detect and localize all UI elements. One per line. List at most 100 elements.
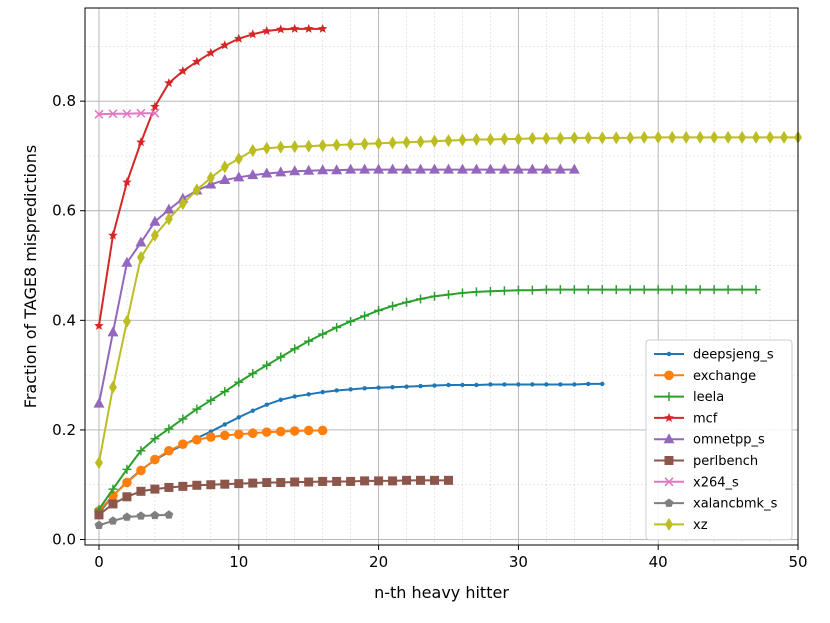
y-axis-label: Fraction of TAGE8 mispredictions: [21, 145, 40, 408]
data-point-xz: [640, 130, 649, 144]
data-point-perlbench: [164, 482, 174, 492]
legend-label: xz: [693, 518, 708, 533]
data-point-xz: [668, 130, 677, 144]
data-point-xz: [150, 228, 159, 242]
data-point-omnetpp_s: [135, 236, 147, 247]
data-point-leela: [513, 285, 523, 295]
data-point-deepsjeng_s: [292, 394, 297, 399]
data-point-leela: [485, 286, 495, 296]
data-point-deepsjeng_s: [306, 392, 311, 397]
data-point-x264_s-b: [136, 108, 146, 118]
data-point-leela: [443, 290, 453, 300]
data-point-xalancbmk_s: [164, 510, 174, 519]
data-point-leela: [164, 424, 174, 434]
data-point-mcf: [261, 26, 272, 36]
legend-swatch-marker: [665, 517, 673, 531]
data-point-leela: [304, 336, 314, 346]
data-point-xz: [388, 136, 397, 150]
legend-entry-deepsjeng_s: deepsjeng_s: [654, 348, 774, 363]
legend-swatch-marker: [664, 498, 674, 507]
data-point-exchange: [164, 445, 174, 456]
data-point-leela: [416, 294, 426, 304]
data-point-xz: [626, 131, 635, 145]
data-point-leela: [192, 404, 202, 414]
data-point-xalancbmk_s: [94, 520, 104, 529]
data-point-exchange: [233, 429, 244, 440]
data-point-xz: [430, 134, 439, 148]
data-point-deepsjeng_s: [488, 382, 493, 387]
series-leela: [94, 285, 761, 514]
data-point-omnetpp_s: [331, 164, 343, 175]
data-point-exchange: [206, 432, 216, 442]
x-tick-label: 0: [94, 553, 104, 571]
data-point-deepsjeng_s: [236, 415, 241, 420]
data-point-leela: [555, 285, 565, 295]
data-point-exchange: [192, 434, 202, 445]
data-point-perlbench: [374, 476, 384, 486]
data-point-xz: [584, 131, 593, 145]
data-point-xz: [304, 139, 313, 153]
data-point-xz: [262, 141, 271, 155]
data-point-leela: [276, 352, 286, 362]
data-point-deepsjeng_s: [376, 385, 381, 390]
data-point-exchange: [220, 430, 230, 441]
data-point-leela: [569, 285, 579, 295]
data-point-leela: [430, 291, 440, 301]
data-point-exchange: [122, 477, 132, 488]
data-point-x264_s-b: [108, 109, 118, 119]
data-point-omnetpp_s: [289, 165, 301, 176]
axis-ticks: [80, 100, 799, 550]
data-point-perlbench: [108, 499, 118, 509]
data-point-leela: [136, 446, 146, 456]
data-point-mcf: [206, 47, 216, 57]
data-point-leela: [471, 287, 481, 297]
data-point-xalancbmk_s: [108, 516, 118, 525]
y-tick-label: 0.2: [52, 421, 76, 439]
data-point-perlbench: [234, 479, 244, 489]
data-point-leela: [150, 434, 160, 444]
data-point-deepsjeng_s: [572, 382, 577, 387]
data-point-leela: [709, 285, 719, 295]
x-tick-label: 10: [229, 553, 248, 571]
data-point-deepsjeng_s: [600, 381, 605, 387]
data-point-perlbench: [443, 475, 453, 485]
data-point-omnetpp_s: [526, 163, 538, 174]
data-point-xz: [374, 136, 383, 150]
data-point-perlbench: [360, 476, 370, 486]
data-point-omnetpp_s: [470, 163, 482, 174]
data-point-deepsjeng_s: [446, 382, 451, 388]
data-point-xz: [514, 132, 523, 146]
data-point-omnetpp_s: [373, 163, 385, 174]
legend-label: exchange: [693, 369, 756, 384]
legend-label: leela: [693, 390, 724, 405]
data-point-leela: [122, 464, 132, 474]
data-point-xz: [206, 171, 215, 185]
data-point-deepsjeng_s: [278, 397, 283, 402]
data-point-xz: [696, 130, 705, 144]
legend-entry-omnetpp_s: omnetpp_s: [654, 433, 765, 448]
data-point-leela: [751, 285, 761, 295]
data-point-xz: [122, 314, 131, 328]
data-point-perlbench: [430, 475, 440, 485]
data-point-leela: [388, 301, 398, 311]
legend-label: xalancbmk_s: [693, 497, 778, 512]
data-point-leela: [220, 387, 230, 397]
data-point-leela: [206, 395, 216, 405]
data-point-deepsjeng_s: [362, 386, 367, 391]
legend-swatch-marker: [664, 392, 674, 402]
data-point-perlbench: [276, 478, 286, 488]
data-point-x264_s: [94, 109, 104, 119]
data-point-perlbench: [150, 484, 160, 494]
data-point-xz: [318, 139, 327, 153]
legend-entry-leela: leela: [654, 390, 724, 405]
data-point-xz: [766, 130, 775, 144]
legend: deepsjeng_s exchange leela mcf omnetpp_sperl…: [645, 339, 793, 541]
data-point-mcf: [122, 177, 132, 187]
tick-labels: 0 10 20 30 40 50 0.0 0.2 0.4 0.6 0.8: [52, 92, 807, 571]
data-point-xz: [290, 140, 299, 154]
data-point-deepsjeng_s: [586, 381, 591, 387]
data-point-leela: [667, 285, 677, 295]
data-point-xz: [248, 143, 257, 157]
y-tick-label: 0.0: [52, 531, 76, 549]
data-point-omnetpp_s: [303, 164, 315, 175]
